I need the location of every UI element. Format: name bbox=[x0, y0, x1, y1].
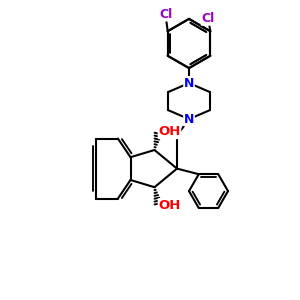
Text: Cl: Cl bbox=[201, 12, 214, 25]
Text: OH: OH bbox=[158, 125, 181, 139]
Text: N: N bbox=[184, 76, 194, 90]
Text: OH: OH bbox=[158, 199, 181, 212]
Text: N: N bbox=[184, 112, 194, 126]
Text: Cl: Cl bbox=[160, 8, 173, 21]
